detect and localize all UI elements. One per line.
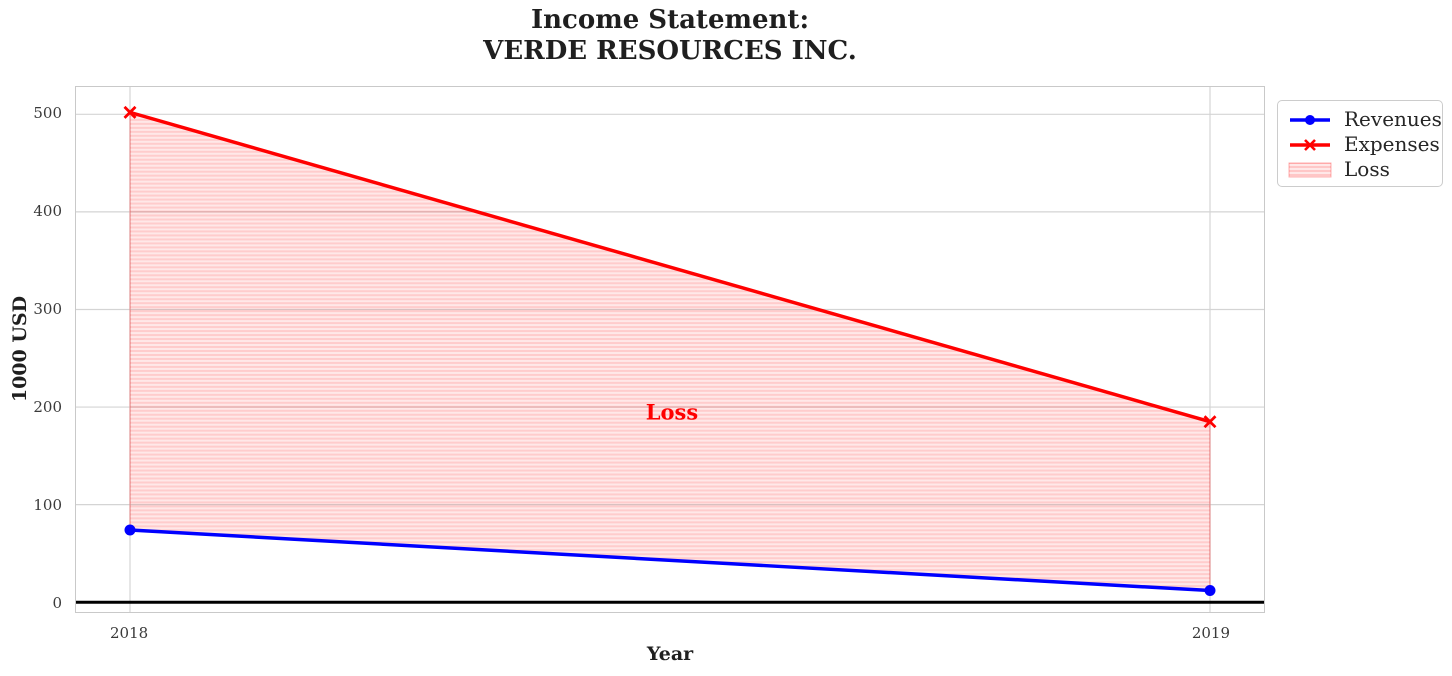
y-tick-label: 500 xyxy=(33,104,62,123)
expenses-marker xyxy=(123,105,137,119)
plot-area xyxy=(75,86,1265,613)
loss-area xyxy=(129,111,1211,592)
legend: Revenues Expenses Loss xyxy=(1277,100,1443,187)
x-tick-label: 2018 xyxy=(109,624,149,642)
y-tick-label: 400 xyxy=(33,202,62,221)
revenues-marker xyxy=(124,524,136,536)
legend-label-expenses: Expenses xyxy=(1344,132,1440,156)
chart-title: Income Statement: VERDE RESOURCES INC. xyxy=(75,5,1265,67)
legend-label-revenues: Revenues xyxy=(1344,107,1442,131)
legend-item-revenues: Revenues xyxy=(1288,107,1442,132)
x-tick-label: 2019 xyxy=(1191,624,1230,642)
loss-hatch-sample-icon xyxy=(1288,162,1332,177)
y-axis-label: 1000 USD xyxy=(9,295,31,403)
expenses-marker xyxy=(1203,415,1217,429)
expenses-line-sample-icon xyxy=(1290,138,1330,151)
legend-item-loss: Loss xyxy=(1288,157,1432,182)
revenues-line xyxy=(129,528,1211,593)
chart-title-line1: Income Statement: xyxy=(530,5,810,35)
y-tick-label: 0 xyxy=(52,594,62,613)
chart-title-line2: VERDE RESOURCES INC. xyxy=(483,36,857,66)
y-tick-label: 200 xyxy=(33,398,62,417)
revenues-marker xyxy=(1204,585,1216,597)
income-chart xyxy=(76,87,1264,612)
legend-label-loss: Loss xyxy=(1344,157,1390,181)
y-tick-label: 100 xyxy=(33,496,62,515)
y-tick-label: 300 xyxy=(33,300,62,319)
loss-annotation: Loss xyxy=(645,399,699,425)
legend-item-expenses: Expenses xyxy=(1288,132,1440,157)
expenses-line xyxy=(129,110,1211,424)
x-axis-label: Year xyxy=(646,643,694,665)
revenues-line-sample-icon xyxy=(1290,114,1330,125)
